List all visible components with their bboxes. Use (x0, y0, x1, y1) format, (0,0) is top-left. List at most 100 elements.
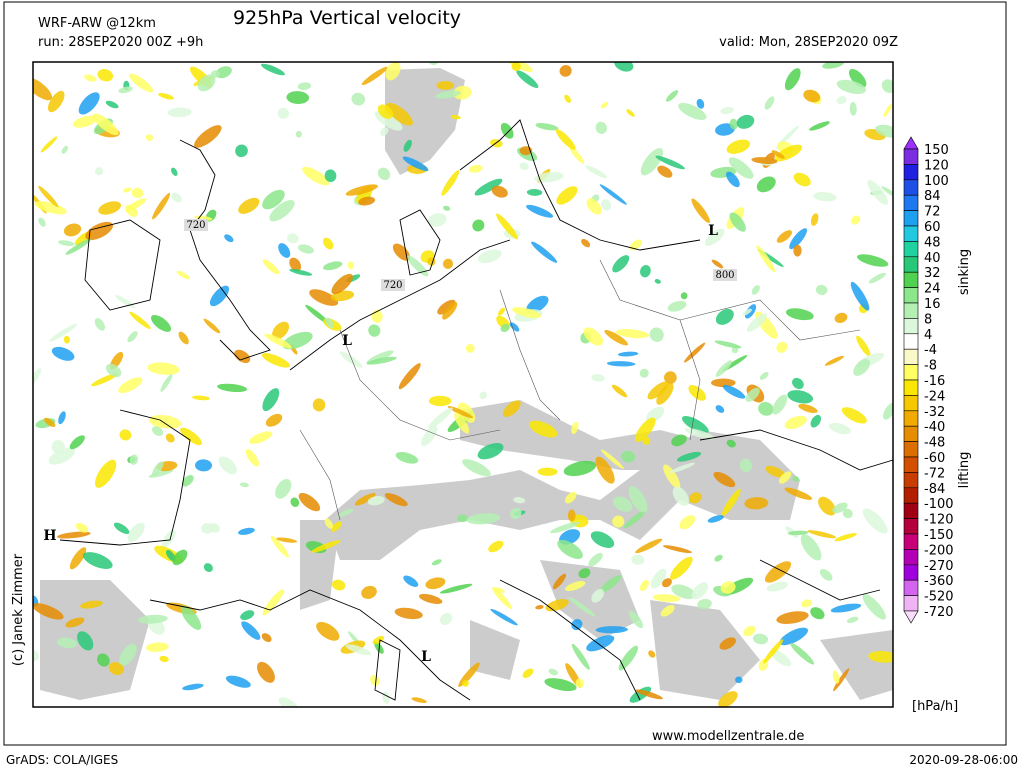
velocity-patch (278, 243, 291, 258)
velocity-patch (275, 479, 292, 499)
velocity-patch (217, 383, 248, 393)
colorbar-band (903, 379, 919, 396)
velocity-patch (325, 317, 334, 329)
velocity-patch (771, 150, 785, 159)
velocity-patch (652, 594, 681, 603)
velocity-patch (38, 185, 59, 208)
velocity-patch (453, 85, 472, 100)
velocity-patch (726, 171, 740, 188)
velocity-patch (669, 462, 695, 473)
velocity-patch (82, 552, 113, 569)
velocity-patch (203, 563, 213, 573)
velocity-patch (118, 86, 133, 94)
velocity-patch (721, 488, 741, 517)
velocity-patch (368, 324, 381, 337)
velocity-patch (77, 631, 94, 651)
velocity-patch (600, 101, 609, 109)
velocity-patch (92, 113, 119, 136)
velocity-patch (544, 678, 577, 692)
velocity-patch (345, 644, 372, 656)
velocity-patch (856, 335, 871, 357)
velocity-patch (868, 272, 886, 284)
colorbar-band (903, 148, 919, 165)
contour-label-box (381, 279, 405, 291)
velocity-patch (635, 538, 663, 554)
velocity-patch (550, 521, 580, 534)
colorbar-level-label: 32 (924, 266, 941, 281)
velocity-patch (370, 675, 380, 686)
velocity-patch (502, 400, 521, 417)
velocity-patch (286, 91, 310, 104)
velocity-patch (69, 547, 87, 570)
colorbar-level-label: -120 (924, 513, 954, 528)
velocity-patch (751, 157, 778, 164)
velocity-patch (810, 607, 825, 620)
pressure-center: L (421, 649, 431, 665)
velocity-patch (615, 329, 650, 339)
velocity-patch (662, 545, 692, 554)
velocity-patch (588, 552, 603, 567)
velocity-patch (361, 66, 388, 86)
velocity-patch (34, 201, 67, 215)
velocity-patch (272, 321, 290, 340)
velocity-patch (571, 619, 583, 631)
velocity-patch (311, 540, 341, 553)
colorbar-level-label: 8 (924, 312, 932, 327)
velocity-patch (756, 176, 776, 193)
velocity-patch (118, 643, 137, 666)
velocity-patch (33, 603, 64, 620)
velocity-patch (531, 241, 558, 263)
velocity-patch (239, 482, 249, 488)
velocity-patch (752, 633, 769, 645)
velocity-patch (776, 341, 788, 353)
velocity-patch (568, 597, 596, 617)
velocity-patch (526, 295, 549, 314)
colorbar-level-label: 120 (924, 158, 949, 173)
map-area (33, 62, 893, 707)
velocity-patch (567, 509, 576, 522)
velocity-patch (492, 587, 513, 610)
velocity-patch (836, 79, 866, 94)
velocity-patch (386, 102, 413, 126)
velocity-patch (726, 139, 751, 154)
velocity-patch (714, 554, 723, 562)
velocity-patch (118, 377, 143, 394)
colorbar-band (903, 225, 919, 242)
colorbar-level-label: 16 (924, 297, 941, 312)
colorbar-level-label: -520 (924, 590, 954, 605)
velocity-patch (856, 254, 889, 267)
velocity-patch (883, 104, 892, 117)
velocity-patch (772, 394, 788, 415)
velocity-patch (152, 461, 164, 476)
velocity-patch (623, 510, 646, 529)
velocity-patch (715, 360, 732, 377)
velocity-patch (832, 502, 848, 514)
valid-time: valid: Mon, 28SEP2020 09Z (719, 35, 898, 50)
velocity-patch (474, 178, 503, 196)
velocity-patch (639, 580, 649, 592)
contour-label-box (184, 219, 208, 231)
velocity-patch (428, 395, 452, 407)
velocity-patch (691, 582, 709, 600)
velocity-patch (171, 167, 178, 176)
velocity-patch (600, 449, 624, 469)
velocity-patch (571, 421, 579, 435)
velocity-patch (688, 384, 707, 401)
velocity-patch (691, 198, 711, 224)
velocity-patch (790, 642, 815, 665)
velocity-patch (595, 456, 615, 484)
velocity-patch (744, 497, 769, 510)
colorbar-band (903, 518, 919, 535)
velocity-patch (69, 435, 85, 450)
velocity-patch (745, 387, 760, 402)
velocity-patch (848, 69, 867, 88)
velocity-patch (289, 268, 313, 276)
velocity-patch (846, 616, 859, 624)
velocity-patch (234, 349, 251, 363)
terrain-mask (40, 68, 893, 700)
velocity-patch (377, 167, 391, 181)
velocity-patch (98, 201, 122, 215)
velocity-patch (715, 405, 725, 413)
velocity-patch (33, 77, 53, 101)
velocity-patch (159, 655, 169, 663)
